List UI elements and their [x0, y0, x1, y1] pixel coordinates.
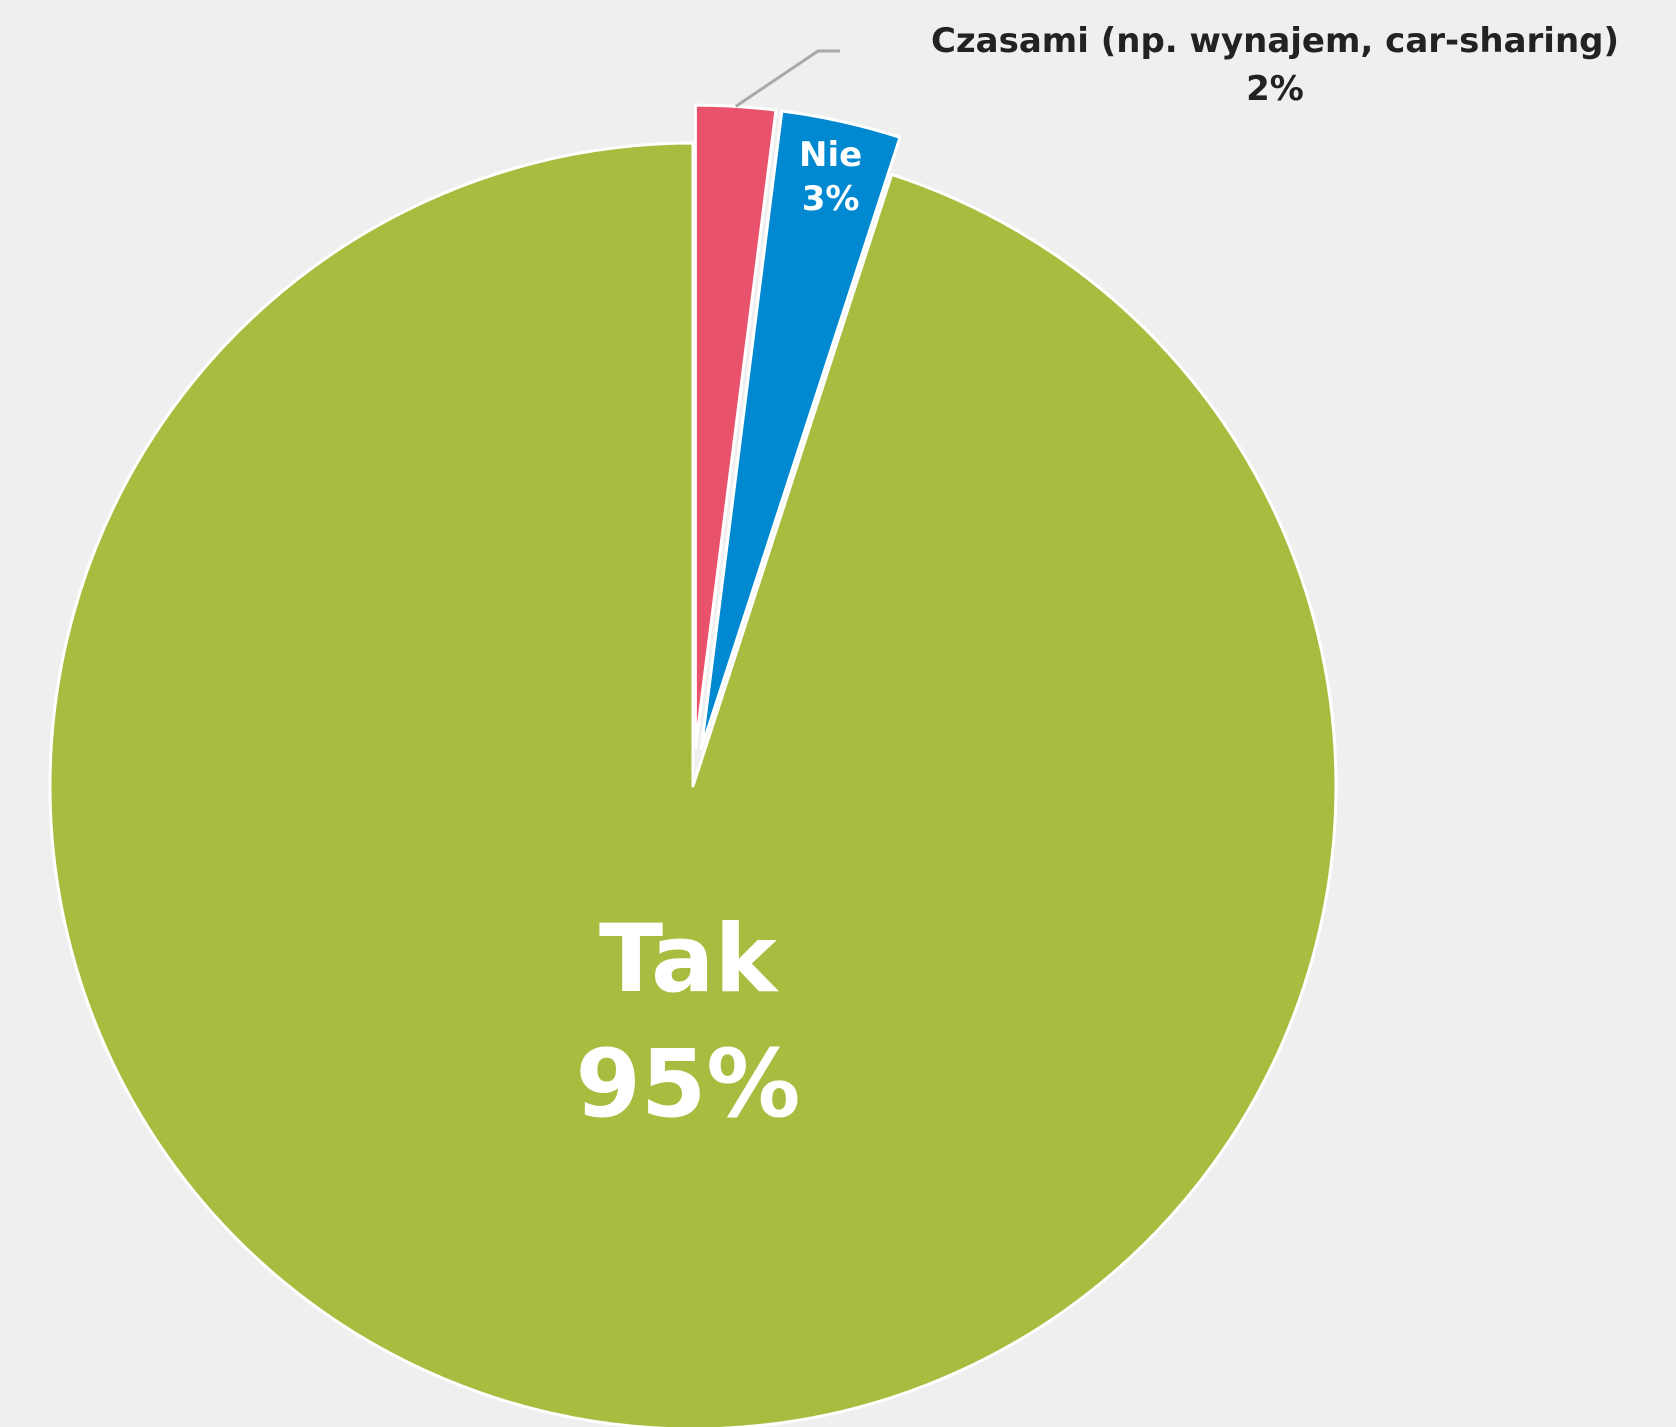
- slice-category-label: Czasami (np. wynajem, car-sharing): [931, 21, 1619, 61]
- leader-line: [734, 49, 840, 108]
- slice-label-tak: Tak 95%: [576, 905, 801, 1139]
- slice-value-label: 2%: [1246, 69, 1304, 109]
- pie-slice-czasami-np-wynajem-car-sharing: [693, 103, 778, 750]
- slice-label-czasami-np-wynajem-car-sharing: Czasami (np. wynajem, car-sharing) 2%: [734, 21, 1619, 109]
- slice-category-label: Nie: [799, 135, 862, 175]
- slice-category-label: Tak: [599, 905, 779, 1014]
- pie-slice-nie: [699, 109, 902, 751]
- slice-value-label: 3%: [802, 179, 860, 219]
- pie-slice-tak: [48, 141, 1338, 1427]
- pie-slices: [48, 103, 1338, 1427]
- slice-value-label: 95%: [576, 1030, 801, 1139]
